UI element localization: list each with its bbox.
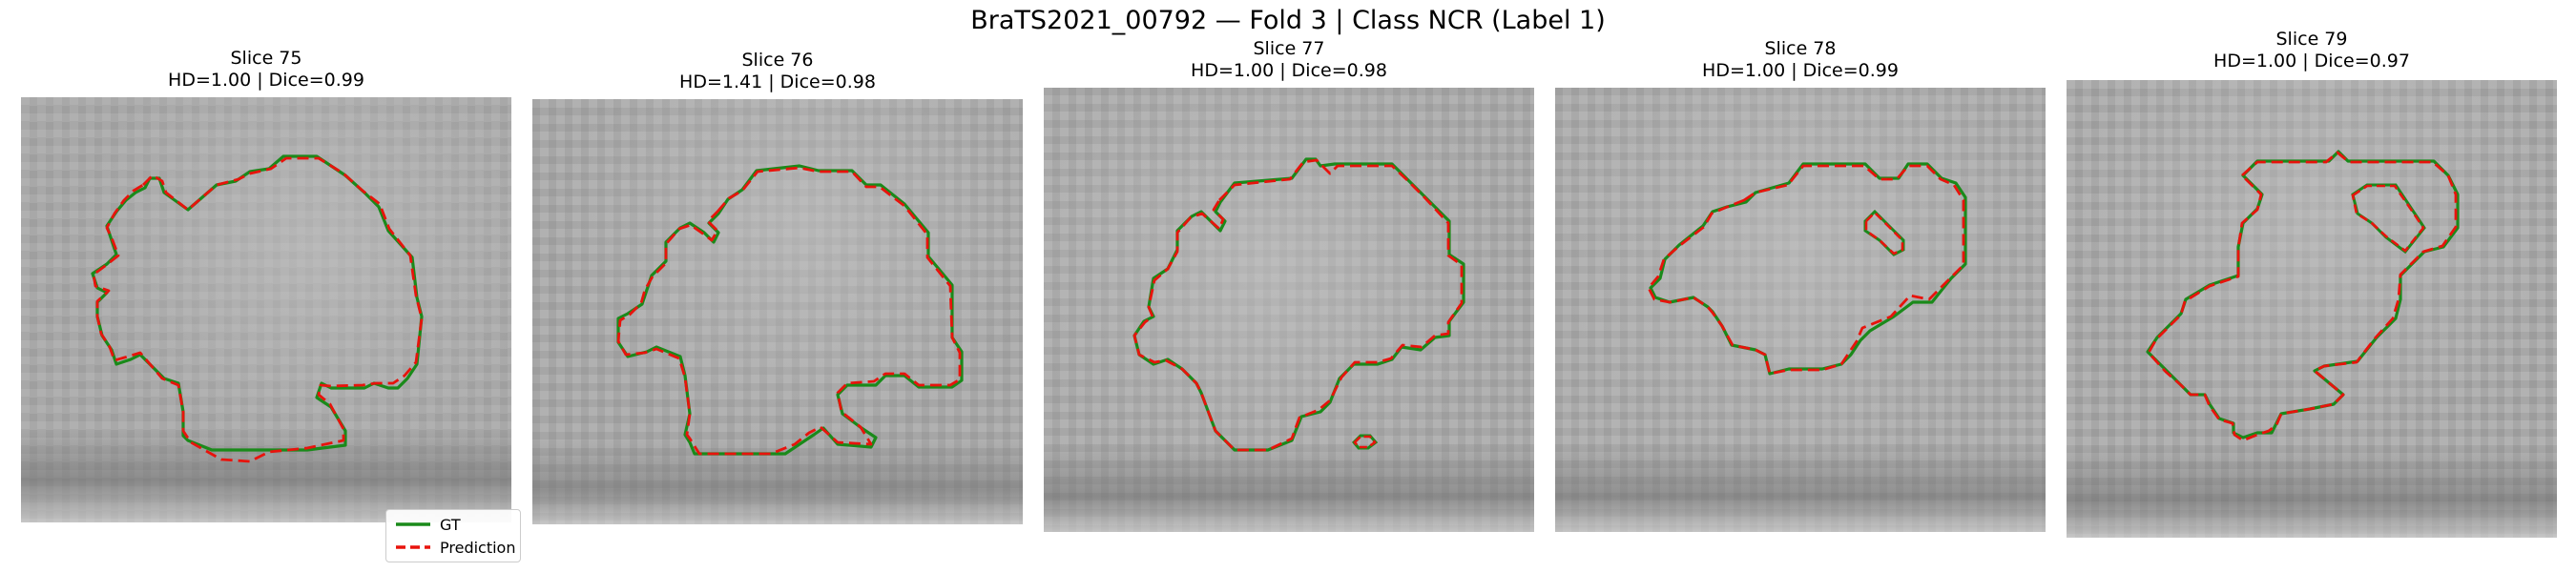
prediction-inner-region xyxy=(2351,184,2425,253)
mri-slice-image xyxy=(532,99,1023,524)
mri-slice-image xyxy=(1044,88,1534,532)
legend: GT Prediction xyxy=(385,509,521,562)
slice-panel-79: Slice 79 HD=1.00 | Dice=0.97 xyxy=(2067,29,2557,543)
slice-panel-76: Slice 76 HD=1.41 | Dice=0.98 xyxy=(532,50,1023,526)
prediction-contour xyxy=(2147,151,2458,442)
slice-label: Slice 75 xyxy=(230,48,302,69)
prediction-small-region xyxy=(1353,435,1377,449)
legend-gt-label: GT xyxy=(440,515,461,534)
legend-item-prediction: Prediction xyxy=(396,537,515,558)
legend-item-gt: GT xyxy=(396,514,461,535)
panel-title: Slice 76 HD=1.41 | Dice=0.98 xyxy=(532,50,1023,93)
gt-line-swatch xyxy=(396,522,430,526)
metrics-label: HD=1.00 | Dice=0.98 xyxy=(1191,60,1387,81)
slice-panel-77: Slice 77 HD=1.00 | Dice=0.98 xyxy=(1044,38,1534,534)
panel-title: Slice 78 HD=1.00 | Dice=0.99 xyxy=(1555,38,2046,82)
mri-slice-image xyxy=(21,97,511,522)
prediction-inner-region xyxy=(1864,211,1904,255)
slice-label: Slice 77 xyxy=(1253,38,1325,59)
mri-slice-image xyxy=(1555,88,2046,532)
metrics-label: HD=1.00 | Dice=0.99 xyxy=(1702,60,1899,81)
metrics-label: HD=1.00 | Dice=0.97 xyxy=(2213,51,2410,72)
metrics-label: HD=1.41 | Dice=0.98 xyxy=(679,72,876,92)
prediction-contour xyxy=(1132,158,1464,452)
slice-panel-78: Slice 78 HD=1.00 | Dice=0.99 xyxy=(1555,38,2046,534)
metrics-label: HD=1.00 | Dice=0.99 xyxy=(168,70,364,91)
slice-panel-75: Slice 75 HD=1.00 | Dice=0.99 xyxy=(21,48,521,562)
prediction-contour xyxy=(1647,164,1965,376)
panel-title: Slice 79 HD=1.00 | Dice=0.97 xyxy=(2067,29,2557,72)
prediction-contour xyxy=(92,156,424,463)
panel-title: Slice 77 HD=1.00 | Dice=0.98 xyxy=(1044,38,1534,82)
prediction-line-swatch xyxy=(396,545,430,549)
figure-title: BraTS2021_00792 — Fold 3 | Class NCR (La… xyxy=(970,6,1606,35)
slice-label: Slice 79 xyxy=(2275,29,2348,50)
slice-label: Slice 76 xyxy=(741,50,814,71)
legend-prediction-label: Prediction xyxy=(440,538,516,557)
mri-slice-image xyxy=(2067,80,2557,538)
slice-label: Slice 78 xyxy=(1764,38,1837,59)
panel-title: Slice 75 HD=1.00 | Dice=0.99 xyxy=(21,48,511,92)
